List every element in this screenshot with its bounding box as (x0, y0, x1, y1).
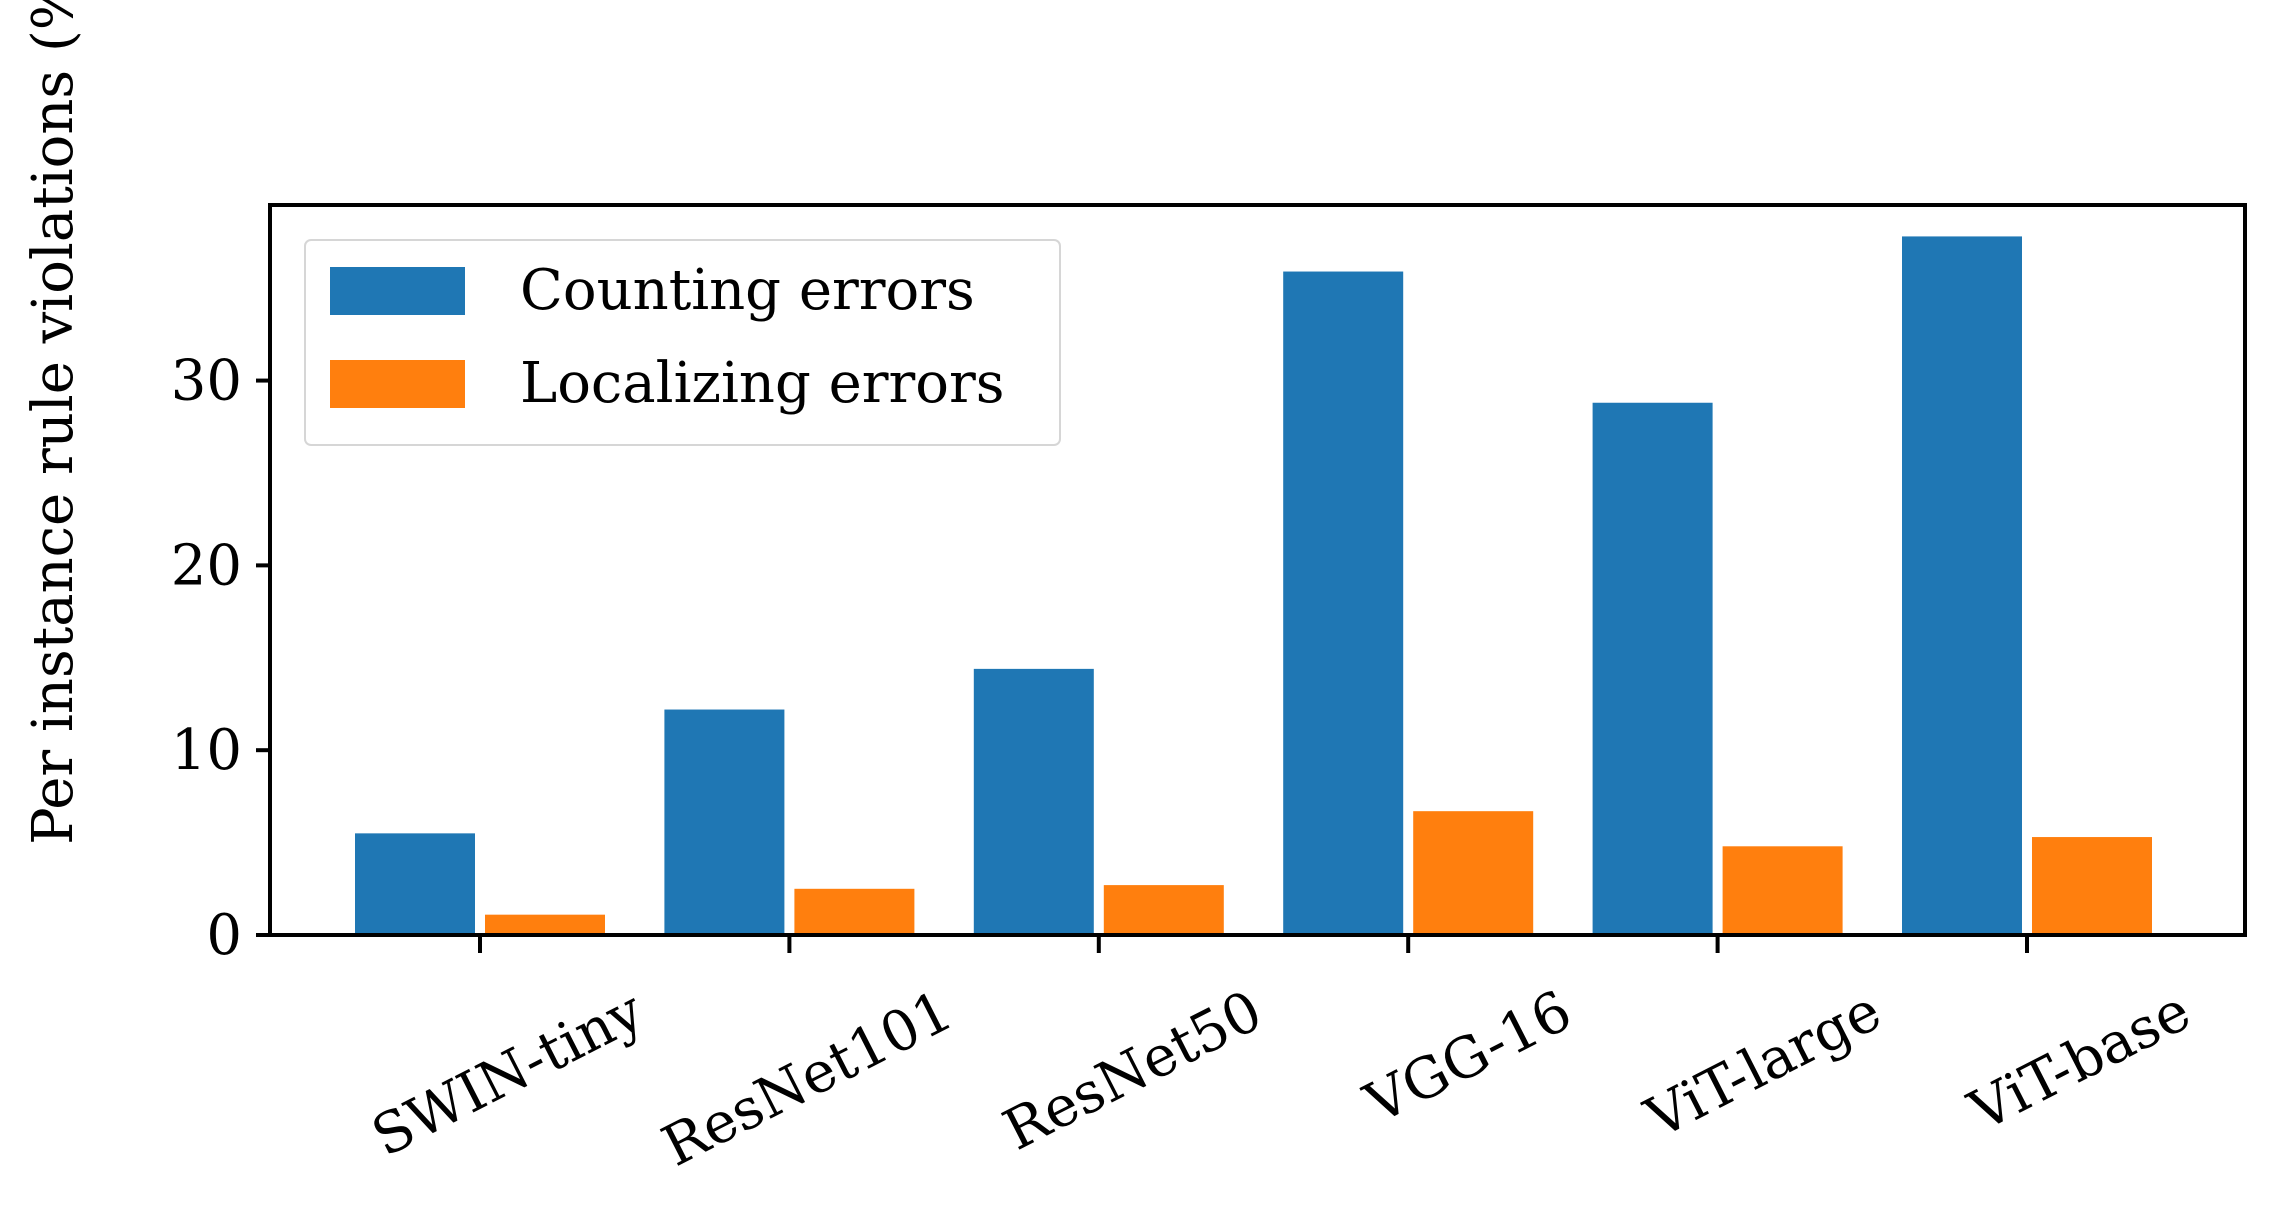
bar-counting-errors-swin-tiny (355, 833, 475, 935)
legend: Counting errors Localizing errors (304, 239, 1061, 446)
legend-swatch-counting-errors (330, 267, 465, 315)
x-tick-label-resnet50: ResNet50 (993, 978, 1272, 1163)
x-tick-label-resnet101: ResNet101 (652, 978, 963, 1179)
bar-localizing-errors-vit-base (2032, 837, 2152, 935)
x-tick-label-swin-tiny: SWIN-tiny (362, 978, 654, 1170)
y-tick-label: 20 (171, 533, 242, 598)
y-axis-label: Per instance rule violations (%) (21, 0, 86, 845)
y-tick-label: 0 (206, 903, 242, 968)
bar-counting-errors-resnet50 (973, 668, 1094, 935)
x-tick-label-vgg-16: VGG-16 (1354, 978, 1581, 1137)
x-tick-label-vit-base: ViT-base (1959, 978, 2201, 1144)
bar-localizing-errors-resnet101 (794, 888, 915, 935)
legend-label-counting-errors: Counting errors (520, 258, 975, 323)
bar-localizing-errors-swin-tiny (485, 914, 605, 935)
y-axis: 0 10 20 30 (171, 349, 270, 968)
bar-localizing-errors-vit-large (1722, 846, 1843, 935)
bar-counting-errors-resnet101 (664, 709, 785, 935)
legend-box (304, 239, 1061, 446)
bars-layer (355, 236, 2152, 936)
x-tick-label-vit-large: ViT-large (1635, 978, 1891, 1151)
bar-counting-errors-vit-base (1902, 236, 2022, 935)
bar-counting-errors-vit-large (1592, 402, 1713, 935)
y-tick-label: 10 (171, 718, 242, 783)
legend-label-localizing-errors: Localizing errors (520, 351, 1005, 416)
bar-localizing-errors-resnet50 (1103, 885, 1224, 935)
bar-counting-errors-vgg-16 (1283, 271, 1404, 936)
y-tick-label: 30 (171, 349, 242, 414)
legend-swatch-localizing-errors (330, 360, 465, 408)
bar-localizing-errors-vgg-16 (1413, 811, 1534, 935)
plot-frame (268, 203, 2247, 937)
